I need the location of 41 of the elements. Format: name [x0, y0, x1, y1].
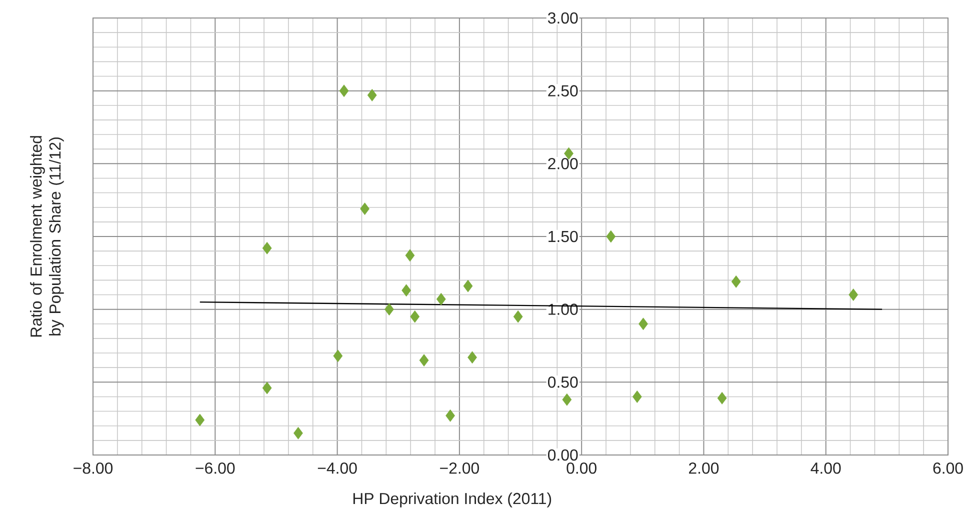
point	[562, 393, 572, 406]
x-tick-label: −8.00	[74, 462, 113, 474]
point	[419, 354, 429, 366]
point	[294, 426, 303, 440]
point	[436, 292, 446, 306]
y-axis-title: Ratio of Enrolment weighted by Population Share (11/12)	[30, 136, 64, 337]
y-tick-label: 0.50	[548, 376, 578, 388]
x-tick-label: −6.00	[196, 462, 235, 474]
point	[410, 310, 420, 323]
point	[632, 390, 642, 403]
point	[360, 202, 370, 216]
y-tick-label: 3.00	[548, 12, 578, 24]
point	[367, 88, 377, 102]
x-tick-label: −2.00	[440, 462, 479, 474]
point	[463, 280, 473, 292]
point	[446, 409, 455, 422]
point	[262, 242, 272, 254]
point	[638, 318, 648, 330]
x-tick-label: 6.00	[933, 462, 963, 474]
point	[333, 350, 343, 362]
point	[717, 392, 727, 404]
y-tick-label: 2.00	[548, 158, 578, 170]
point	[848, 288, 858, 301]
x-axis-title: HP Deprivation Index (2011)	[353, 492, 552, 508]
point	[405, 249, 415, 262]
point	[195, 414, 205, 426]
point	[513, 310, 523, 323]
point	[339, 84, 349, 98]
point	[606, 230, 616, 243]
y-tick-label: 1.50	[548, 230, 578, 242]
x-tick-label: 4.00	[810, 462, 841, 474]
point	[731, 275, 741, 288]
x-tick-label: −4.00	[318, 462, 357, 474]
y-tick-label: 2.50	[548, 85, 578, 96]
y-tick-label: 0.00	[548, 449, 578, 461]
x-tick-label: 2.00	[689, 462, 719, 474]
point	[384, 303, 394, 316]
point	[262, 382, 272, 394]
point	[468, 351, 477, 364]
point	[402, 284, 412, 297]
x-tick-label: 0.00	[566, 462, 596, 474]
